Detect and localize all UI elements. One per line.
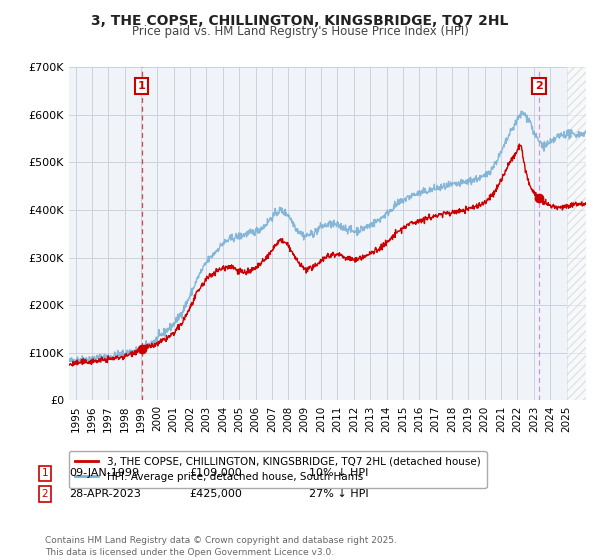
Text: £425,000: £425,000 <box>189 489 242 499</box>
Bar <box>566 67 599 400</box>
Text: 27% ↓ HPI: 27% ↓ HPI <box>309 489 368 499</box>
Text: Contains HM Land Registry data © Crown copyright and database right 2025.
This d: Contains HM Land Registry data © Crown c… <box>45 536 397 557</box>
Text: 2: 2 <box>535 81 543 91</box>
Text: 10% ↓ HPI: 10% ↓ HPI <box>309 468 368 478</box>
Text: 3, THE COPSE, CHILLINGTON, KINGSBRIDGE, TQ7 2HL: 3, THE COPSE, CHILLINGTON, KINGSBRIDGE, … <box>91 14 509 28</box>
Text: 1: 1 <box>41 468 49 478</box>
Text: 1: 1 <box>137 81 145 91</box>
Text: 2: 2 <box>41 489 49 499</box>
Text: £109,000: £109,000 <box>189 468 242 478</box>
Text: 28-APR-2023: 28-APR-2023 <box>69 489 141 499</box>
Legend: 3, THE COPSE, CHILLINGTON, KINGSBRIDGE, TQ7 2HL (detached house), HPI: Average p: 3, THE COPSE, CHILLINGTON, KINGSBRIDGE, … <box>69 451 487 488</box>
Text: 09-JAN-1999: 09-JAN-1999 <box>69 468 139 478</box>
Text: Price paid vs. HM Land Registry's House Price Index (HPI): Price paid vs. HM Land Registry's House … <box>131 25 469 38</box>
